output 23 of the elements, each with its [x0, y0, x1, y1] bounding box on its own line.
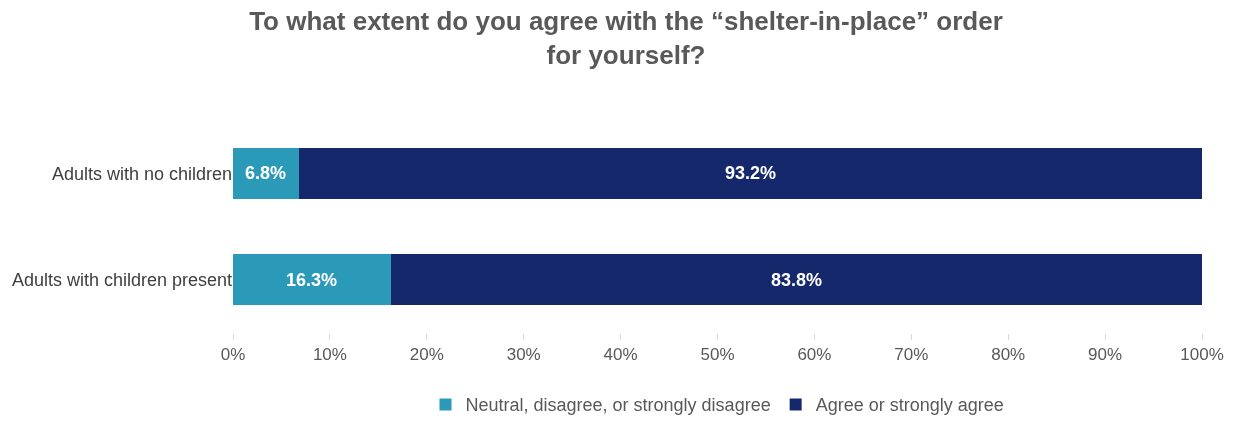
chart-title: To what extent do you agree with the “shelter-in-place” order for yourself? — [249, 6, 1003, 71]
x-tick-label: 50% — [700, 345, 735, 365]
x-tick-label: 40% — [603, 345, 638, 365]
x-tick-label: 80% — [991, 345, 1026, 365]
bar — [390, 254, 1202, 306]
x-tick-label: 20% — [409, 345, 444, 365]
x-tick-label: 60% — [797, 345, 832, 365]
data-label: 16.3% — [286, 270, 338, 290]
x-tick-label: 90% — [1088, 345, 1123, 365]
x-tick-label: 70% — [894, 345, 929, 365]
bar — [298, 147, 1202, 199]
x-tick-label: 100% — [1180, 345, 1224, 365]
y-tick-label: Adults with children present — [11, 270, 232, 291]
x-tick-label: 30% — [506, 345, 541, 365]
x-tick-label: 0% — [220, 345, 246, 365]
data-label: 6.8% — [245, 163, 287, 183]
legend-label: Agree or strongly agree — [815, 395, 1004, 416]
legend-label: Neutral, disagree, or strongly disagree — [465, 395, 771, 416]
y-tick-label: Adults with no children — [51, 163, 232, 184]
x-tick-label: 10% — [312, 345, 347, 365]
data-label: 83.8% — [771, 270, 823, 290]
bar — [233, 254, 391, 306]
data-label: 93.2% — [725, 163, 777, 183]
